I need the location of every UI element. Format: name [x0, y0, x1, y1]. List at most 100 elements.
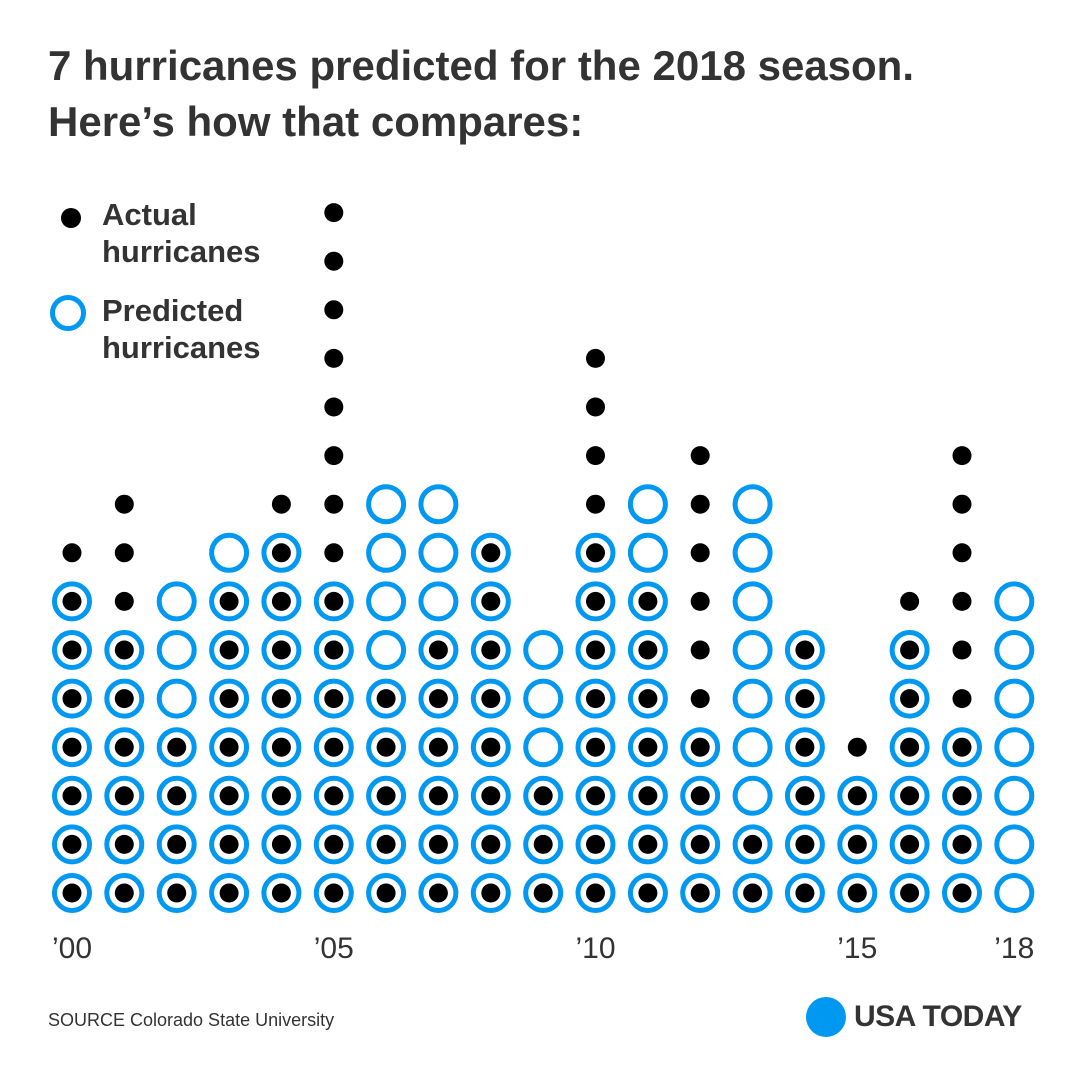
predicted-hurricane-ring-2018-2 — [994, 824, 1035, 865]
actual-hurricane-dot-2010-8 — [586, 543, 605, 563]
actual-hurricane-dot-2003-5 — [219, 689, 239, 709]
x-tick-label-2010: ’10 — [575, 932, 615, 965]
actual-hurricane-dot-2008-6 — [481, 640, 501, 660]
predicted-hurricane-ring-2002-6 — [156, 630, 197, 670]
actual-hurricane-dot-2004-3 — [271, 786, 291, 806]
actual-hurricane-dot-2007-1 — [428, 883, 448, 903]
actual-hurricane-dot-2014-4 — [795, 737, 815, 757]
actual-hurricane-dot-2003-7 — [219, 591, 239, 611]
actual-hurricane-dot-2012-10 — [690, 446, 710, 466]
actual-hurricane-dot-2010-10 — [586, 446, 605, 466]
brand-logo: USA TODAY — [806, 996, 1046, 1038]
predicted-hurricane-ring-2018-4 — [994, 727, 1035, 768]
actual-hurricane-dot-2005-14 — [324, 251, 344, 271]
actual-hurricane-dot-2002-4 — [167, 737, 187, 757]
actual-hurricane-dot-2011-5 — [638, 689, 658, 709]
actual-hurricane-dot-2009-3 — [533, 786, 553, 806]
legend-predicted-label-line-1: Predicted — [102, 293, 244, 328]
actual-hurricane-dot-2004-8 — [271, 543, 291, 563]
actual-hurricane-dot-2015-4 — [847, 737, 867, 757]
actual-hurricane-dot-2017-10 — [952, 446, 972, 466]
actual-hurricane-dot-2001-7 — [114, 591, 134, 611]
actual-hurricane-dot-2005-3 — [324, 786, 344, 806]
actual-hurricane-dot-2002-1 — [167, 883, 187, 903]
legend-actual-label-line-1: Actual — [102, 197, 197, 232]
actual-hurricane-dot-2005-10 — [324, 446, 344, 466]
actual-hurricane-dot-2008-7 — [481, 591, 501, 611]
actual-hurricane-dot-2004-4 — [271, 737, 291, 757]
actual-hurricane-dot-2006-2 — [376, 834, 396, 854]
actual-hurricane-dot-2005-2 — [324, 834, 344, 854]
actual-hurricane-dot-2004-5 — [271, 689, 291, 709]
predicted-hurricane-ring-2007-8 — [418, 532, 459, 573]
predicted-hurricane-ring-2018-3 — [994, 775, 1035, 816]
legend-actual-marker — [61, 208, 81, 228]
actual-hurricane-dot-2005-8 — [324, 543, 344, 563]
actual-hurricane-dot-2012-1 — [690, 883, 710, 903]
actual-hurricane-dot-2002-2 — [167, 834, 187, 854]
actual-hurricane-dot-2003-6 — [219, 640, 239, 660]
actual-hurricane-dot-2014-5 — [795, 689, 815, 709]
actual-hurricane-dot-2010-2 — [586, 834, 605, 854]
actual-hurricane-dot-2006-1 — [376, 883, 396, 903]
actual-hurricane-dot-2010-6 — [586, 640, 605, 660]
actual-hurricane-dot-2000-8 — [62, 543, 82, 563]
predicted-hurricane-ring-2007-9 — [418, 484, 459, 525]
actual-hurricane-dot-2012-7 — [690, 591, 710, 611]
actual-hurricane-dot-2000-7 — [62, 591, 82, 611]
predicted-hurricane-ring-2013-3 — [732, 775, 773, 816]
predicted-hurricane-ring-2002-7 — [156, 581, 197, 622]
predicted-hurricane-ring-2002-5 — [156, 678, 197, 719]
legend-predicted-marker — [50, 295, 86, 331]
actual-hurricane-dot-2005-15 — [324, 203, 344, 223]
actual-hurricane-dot-2005-5 — [324, 689, 344, 709]
actual-hurricane-dot-2016-1 — [900, 883, 920, 903]
brand-dot-icon — [806, 997, 846, 1037]
actual-hurricane-dot-2009-1 — [533, 883, 553, 903]
actual-hurricane-dot-2005-6 — [324, 640, 344, 660]
actual-hurricane-dot-2010-12 — [586, 348, 605, 368]
source-note: SOURCE Colorado State University — [48, 1010, 335, 1030]
actual-hurricane-dot-2014-2 — [795, 834, 815, 854]
actual-hurricane-dot-2000-3 — [62, 786, 82, 806]
predicted-hurricane-ring-2009-5 — [523, 678, 564, 719]
actual-hurricane-dot-2014-6 — [795, 640, 815, 660]
actual-hurricane-dot-2003-1 — [219, 883, 239, 903]
actual-hurricane-dot-2007-3 — [428, 786, 448, 806]
actual-hurricane-dot-2005-1 — [324, 883, 344, 903]
actual-hurricane-dot-2006-3 — [376, 786, 396, 806]
actual-hurricane-dot-2001-9 — [114, 494, 134, 514]
actual-hurricane-dot-2011-3 — [638, 786, 658, 806]
actual-hurricane-dot-2010-7 — [586, 591, 605, 611]
actual-hurricane-dot-2011-7 — [638, 591, 658, 611]
actual-hurricane-dot-2017-9 — [952, 494, 972, 514]
actual-hurricane-dot-2001-4 — [114, 737, 134, 757]
actual-hurricane-dot-2003-4 — [219, 737, 239, 757]
actual-hurricane-dot-2006-5 — [376, 689, 396, 709]
actual-hurricane-dot-2016-4 — [900, 737, 920, 757]
actual-hurricane-dot-2000-1 — [62, 883, 82, 903]
actual-hurricane-dot-2014-1 — [795, 883, 815, 903]
actual-hurricane-dot-2005-13 — [324, 300, 344, 320]
actual-hurricane-dot-2012-9 — [690, 494, 710, 514]
actual-hurricane-dot-2012-5 — [690, 689, 710, 709]
actual-hurricane-dot-2007-2 — [428, 834, 448, 854]
legend-predicted-label: Predicted hurricanes — [102, 292, 342, 366]
predicted-hurricane-ring-2011-9 — [627, 484, 668, 525]
predicted-hurricane-ring-2006-8 — [366, 532, 407, 573]
actual-hurricane-dot-2007-4 — [428, 737, 448, 757]
actual-hurricane-dot-2012-3 — [690, 786, 710, 806]
predicted-hurricane-ring-2018-5 — [994, 678, 1035, 719]
actual-hurricane-dot-2017-1 — [952, 883, 972, 903]
actual-hurricane-dot-2003-2 — [219, 834, 239, 854]
predicted-hurricane-ring-2009-6 — [523, 630, 564, 670]
actual-hurricane-dot-2016-5 — [900, 689, 920, 709]
actual-hurricane-dot-2015-3 — [847, 786, 867, 806]
actual-hurricane-dot-2008-4 — [481, 737, 501, 757]
actual-hurricane-dot-2016-3 — [900, 786, 920, 806]
predicted-hurricane-ring-2013-9 — [732, 484, 773, 525]
actual-hurricane-dot-2001-2 — [114, 834, 134, 854]
predicted-hurricane-ring-2009-4 — [523, 727, 564, 768]
predicted-hurricane-ring-2007-7 — [418, 581, 459, 622]
x-tick-label-2015: ’15 — [837, 932, 877, 965]
